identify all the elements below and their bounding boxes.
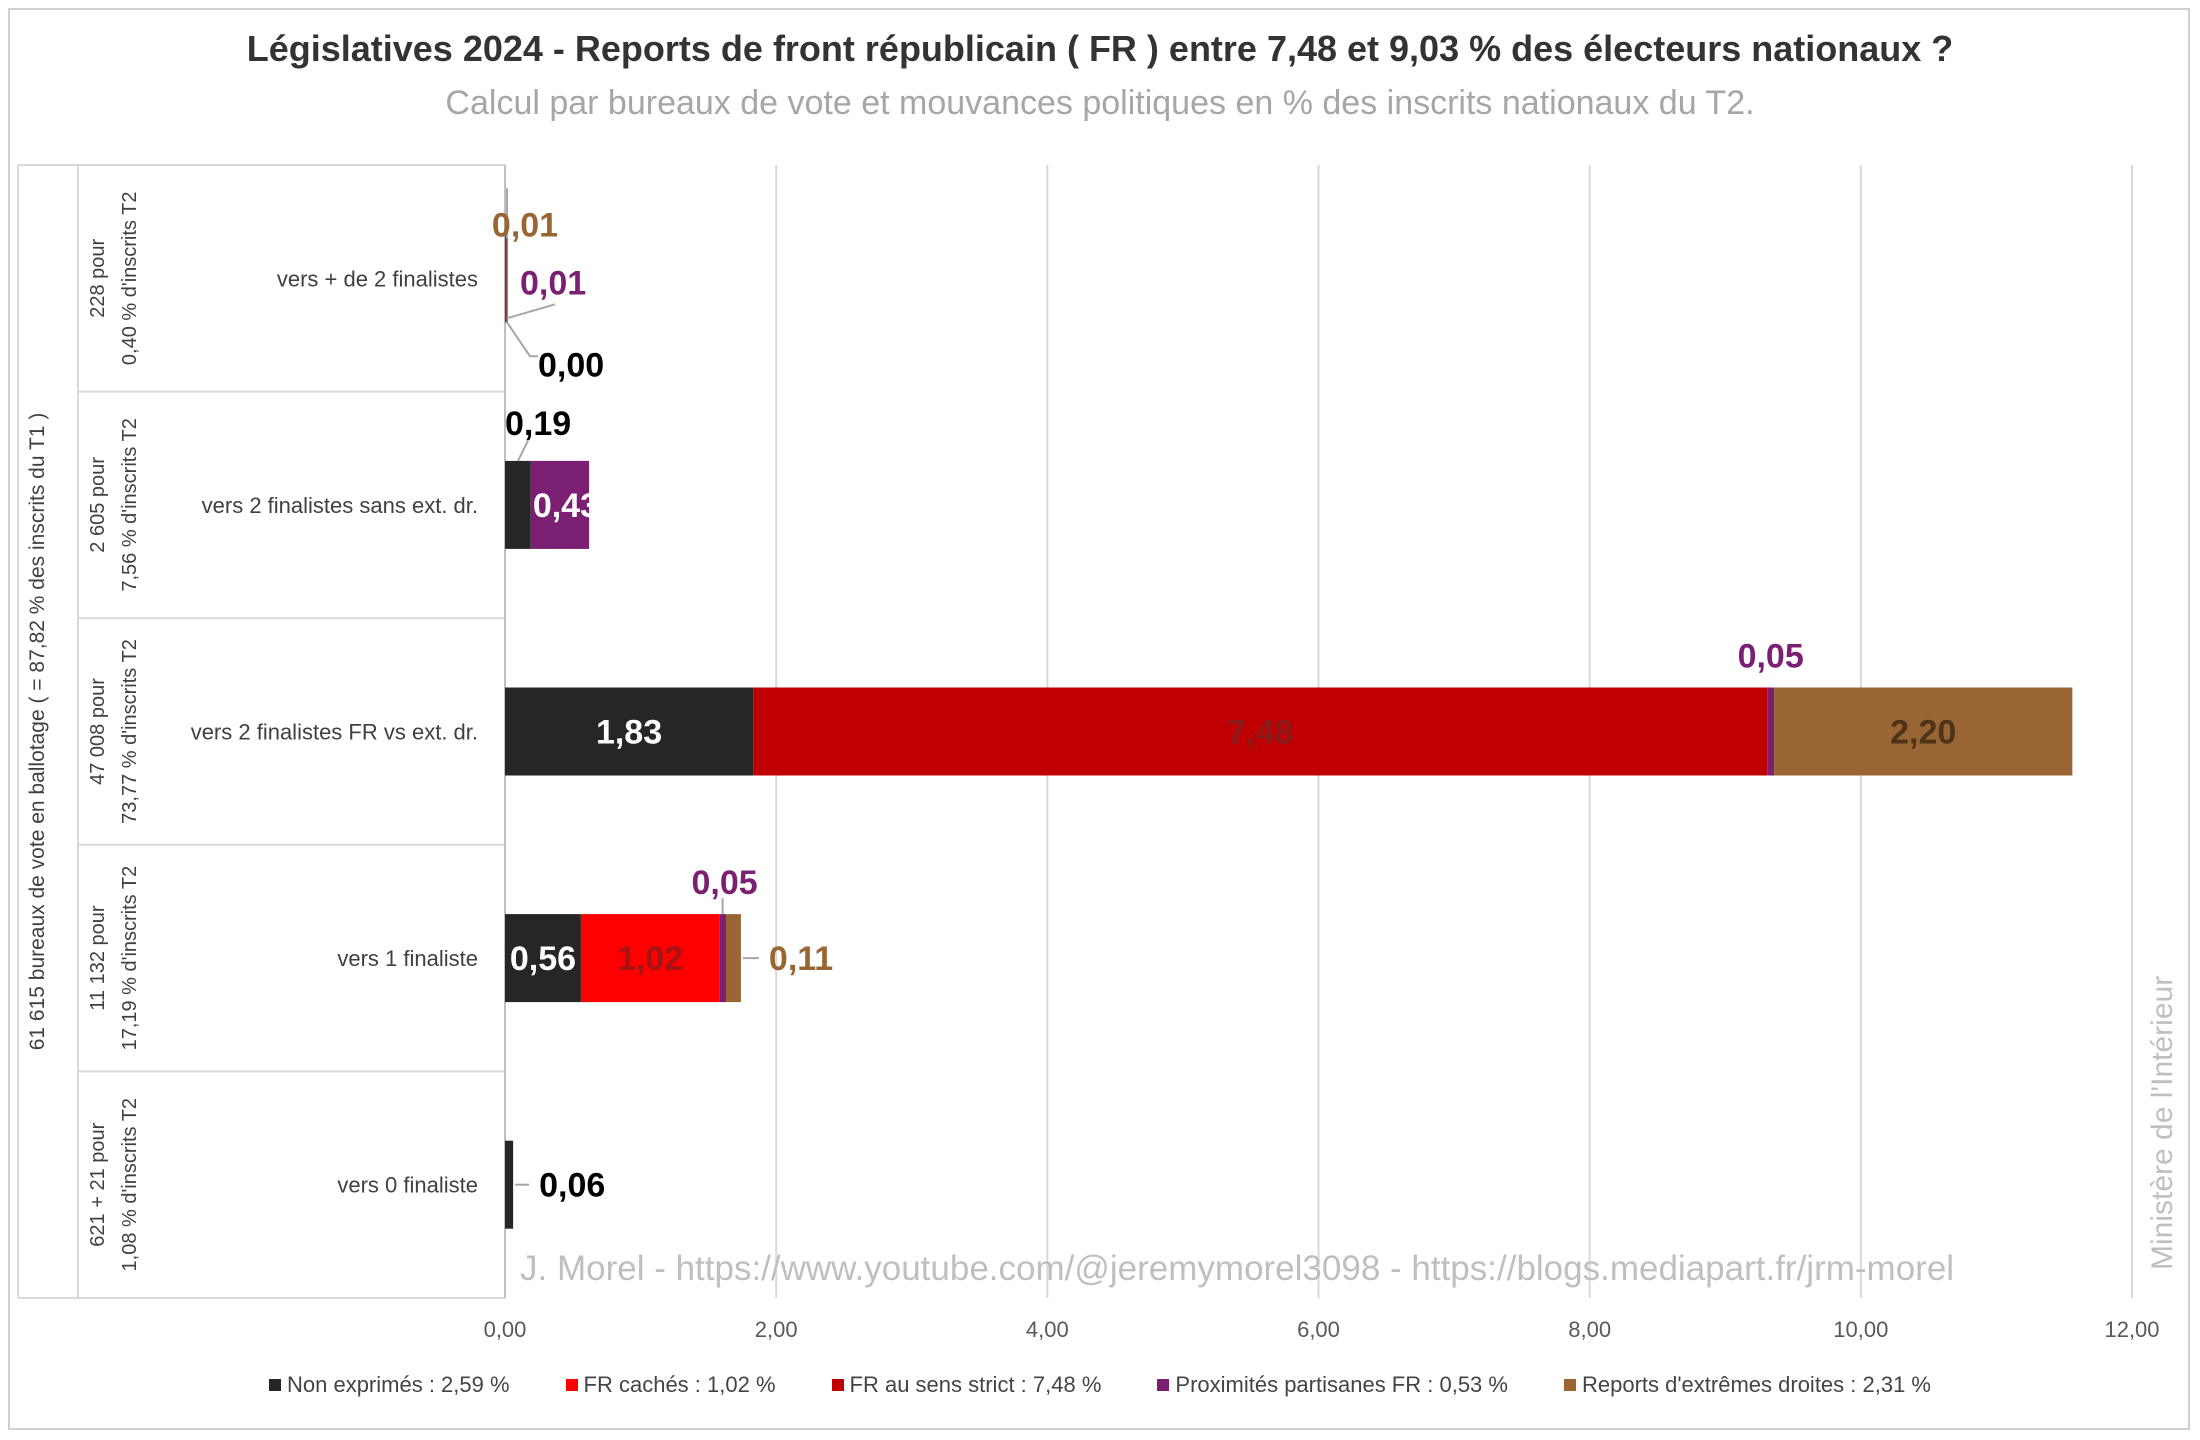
leader-line bbox=[506, 303, 556, 320]
data-label: 0,05 bbox=[692, 864, 758, 902]
legend-swatch bbox=[831, 1379, 844, 1391]
bar-segment bbox=[1774, 687, 2073, 776]
group-label-count: 47 008 pour bbox=[87, 678, 109, 785]
bar-segment bbox=[506, 234, 508, 323]
bar-segment bbox=[505, 1140, 514, 1229]
chart-legend: Non exprimés : 2,59 % FR cachés : 1,02 % F… bbox=[0, 1372, 2200, 1398]
group-label-share: 73,77 % d'inscrits T2 bbox=[119, 639, 141, 824]
group-label-share: 1,08 % d'inscrits T2 bbox=[119, 1098, 141, 1272]
data-label: 0,19 bbox=[505, 405, 571, 443]
legend-swatch bbox=[1157, 1379, 1170, 1391]
bar-segment bbox=[530, 460, 590, 549]
category-label: vers 2 finalistes sans ext. dr. bbox=[202, 493, 478, 518]
legend-label: Proximités partisanes FR : 0,53 % bbox=[1175, 1372, 1508, 1397]
outer-group-label: 61 615 bureaux de vote en ballotage ( = … bbox=[26, 413, 49, 1051]
data-label: 0,00 bbox=[538, 346, 604, 384]
bar-segment bbox=[580, 914, 720, 1003]
data-label: 0,05 bbox=[1738, 638, 1804, 676]
category-label: vers 1 finaliste bbox=[337, 946, 478, 971]
bar-segment bbox=[505, 460, 531, 549]
group-label-count: 2 605 pour bbox=[87, 457, 109, 553]
category-label: vers 2 finalistes FR vs ext. dr. bbox=[191, 720, 478, 745]
data-label: 2,20 bbox=[1890, 714, 1956, 752]
x-tick-label: 2,00 bbox=[755, 1317, 798, 1342]
chart-title: Législatives 2024 - Reports de front rép… bbox=[246, 28, 1954, 69]
legend-item: Reports d'extrêmes droites : 2,31 % bbox=[1563, 1372, 1931, 1398]
data-label: 0,11 bbox=[769, 940, 833, 978]
x-tick-label: 12,00 bbox=[2104, 1317, 2159, 1342]
leader-line bbox=[506, 321, 538, 358]
legend-label: FR cachés : 1,02 % bbox=[583, 1372, 776, 1397]
data-label: 1,83 bbox=[596, 714, 662, 752]
legend-item: FR au sens strict : 7,48 % bbox=[831, 1372, 1102, 1398]
category-label: vers 0 finaliste bbox=[337, 1173, 478, 1198]
data-label: 0,01 bbox=[492, 206, 558, 244]
data-label: 0,06 bbox=[539, 1167, 605, 1205]
group-label-share: 0,40 % d'inscrits T2 bbox=[119, 192, 141, 366]
legend-item: Proximités partisanes FR : 0,53 % bbox=[1157, 1372, 1508, 1398]
data-label: 1,02 bbox=[617, 940, 683, 978]
legend-item: FR cachés : 1,02 % bbox=[565, 1372, 776, 1398]
x-tick-label: 10,00 bbox=[1833, 1317, 1888, 1342]
group-label-share: 17,19 % d'inscrits T2 bbox=[119, 866, 141, 1051]
group-label-share: 7,56 % d'inscrits T2 bbox=[119, 418, 141, 592]
x-tick-label: 0,00 bbox=[484, 1317, 527, 1342]
bar-segment bbox=[726, 914, 741, 1003]
bar-segment bbox=[505, 914, 581, 1003]
x-tick-label: 6,00 bbox=[1297, 1317, 1340, 1342]
data-label: 7,48 bbox=[1227, 714, 1293, 752]
x-tick-label: 4,00 bbox=[1026, 1317, 1069, 1342]
data-label: 0,56 bbox=[510, 940, 576, 978]
source-text: Ministère de l'Intérieur bbox=[2146, 976, 2179, 1270]
legend-label: Reports d'extrêmes droites : 2,31 % bbox=[1581, 1372, 1931, 1397]
chart-subtitle: Calcul par bureaux de vote et mouvances … bbox=[445, 84, 1755, 122]
bar-segment bbox=[505, 234, 507, 323]
bar-segment bbox=[1767, 687, 1775, 776]
legend-label: FR au sens strict : 7,48 % bbox=[849, 1372, 1102, 1397]
x-tick-label: 8,00 bbox=[1568, 1317, 1611, 1342]
leader-line bbox=[516, 440, 529, 462]
watermark-text: J. Morel - https://www.youtube.com/@jere… bbox=[520, 1249, 1954, 1288]
bar-segment bbox=[753, 687, 1768, 776]
legend-swatch bbox=[1563, 1379, 1576, 1391]
group-label-count: 11 132 pour bbox=[87, 905, 109, 1011]
data-label: 0,01 bbox=[520, 264, 586, 302]
legend-swatch bbox=[268, 1379, 281, 1391]
bar-segment bbox=[505, 687, 754, 776]
category-label: vers + de 2 finalistes bbox=[277, 266, 478, 291]
data-label: 0,43 bbox=[533, 487, 599, 525]
legend-item: Non exprimés : 2,59 % bbox=[268, 1372, 510, 1398]
legend-swatch bbox=[565, 1379, 578, 1391]
bar-segment bbox=[719, 914, 727, 1003]
group-label-count: 228 pour bbox=[87, 238, 109, 317]
legend-label: Non exprimés : 2,59 % bbox=[286, 1372, 510, 1397]
group-label-count: 621 + 21 pour bbox=[87, 1122, 109, 1246]
